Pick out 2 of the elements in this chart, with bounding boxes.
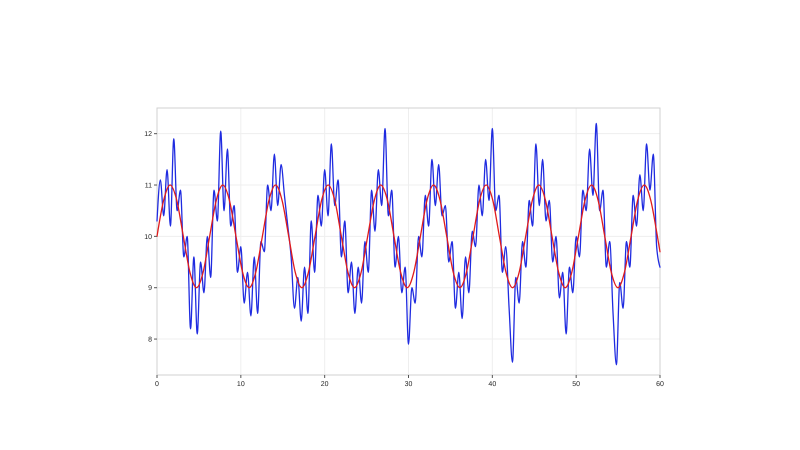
line-series: [156, 122, 661, 366]
line-series: [156, 184, 661, 288]
